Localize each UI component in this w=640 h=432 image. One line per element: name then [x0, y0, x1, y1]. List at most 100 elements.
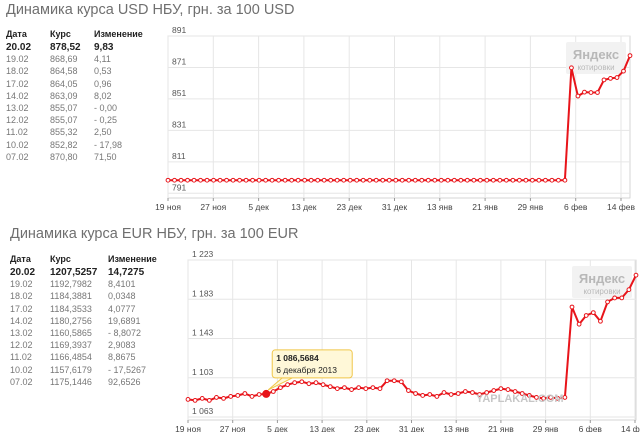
- y-tick-label: 1 223: [192, 249, 214, 259]
- date-cell: 14.02: [10, 315, 33, 326]
- change-cell: - 8,8072: [108, 328, 142, 339]
- data-point: [393, 177, 399, 183]
- data-point: [178, 177, 184, 183]
- x-tick-label: 23 дек: [337, 202, 363, 212]
- data-point: [477, 177, 483, 183]
- data-point: [588, 90, 594, 95]
- data-point: [256, 392, 262, 397]
- rate-column-header: Курс: [50, 28, 71, 39]
- rate-cell: 855,07: [50, 115, 78, 126]
- data-point: [562, 177, 568, 183]
- x-tick-label: 21 янв: [472, 202, 498, 212]
- data-point: [224, 177, 229, 183]
- change-cell: 0,53: [94, 66, 112, 77]
- table-header-row: Дата Курс Изменение: [10, 251, 185, 266]
- rate-cell: 1184,3533: [50, 303, 92, 314]
- yandex-watermark-bg: [566, 42, 626, 74]
- rate-cell: 870,80: [50, 151, 78, 162]
- data-point: [491, 388, 497, 393]
- x-tick-label: 27 ноя: [200, 202, 226, 212]
- x-tick-label: 13 дек: [309, 424, 335, 432]
- data-point: [490, 177, 496, 183]
- data-point: [269, 177, 275, 183]
- usd-line-chart: 791 811 831 851 871 891 19 ноя 27 ноя 5 дек 13 де…: [155, 25, 635, 212]
- x-tick-label: 29 янв: [533, 424, 559, 432]
- change-cell: 2,50: [94, 127, 112, 138]
- table-header-row: Дата Курс Изменение: [6, 26, 156, 41]
- date-cell: 07.02: [10, 376, 33, 387]
- date-cell: 10.02: [10, 364, 33, 375]
- x-tick-label: 5 дек: [267, 424, 288, 432]
- table-row: 11.02 855,32 2,50: [6, 126, 156, 138]
- x-tick-label: 13 дек: [291, 202, 317, 212]
- x-tick-label: 27 ноя: [220, 424, 246, 432]
- yandex-watermark-subtext: котировки: [577, 63, 614, 72]
- usd-table-body: 20.02 878,52 9,83 19.02 868,69 4,11 18.02 864,5…: [6, 41, 156, 163]
- x-tick-label: 19 ноя: [175, 424, 201, 432]
- date-column-header: Дата: [6, 28, 27, 39]
- data-point: [278, 385, 283, 391]
- y-tick-label: 891: [172, 25, 186, 35]
- data-point: [534, 395, 539, 400]
- data-point: [575, 93, 581, 99]
- usd-panel: Динамика курса USD НБУ, грн. за 100 USD …: [0, 2, 640, 214]
- data-point: [448, 392, 454, 397]
- data-point: [445, 177, 451, 183]
- plot-area: [167, 35, 631, 199]
- date-column-header: Дата: [10, 253, 31, 264]
- data-point: [263, 177, 269, 183]
- data-point: [347, 177, 353, 183]
- rate-cell: 1175,1446: [50, 376, 92, 387]
- data-point: [360, 177, 366, 183]
- data-point: [276, 177, 282, 183]
- table-row: 07.02 870,80 71,50: [6, 151, 156, 163]
- change-cell: 92,6526: [108, 376, 141, 387]
- data-point: [406, 177, 412, 183]
- data-point: [464, 177, 470, 183]
- data-point: [185, 396, 191, 402]
- data-point: [295, 177, 301, 183]
- y-tick-label: 871: [172, 56, 186, 66]
- data-point: [526, 393, 532, 398]
- y-tick-label: 1 103: [192, 367, 214, 377]
- data-point: [516, 177, 522, 183]
- date-cell: 14.02: [6, 90, 29, 101]
- table-row: 17.02 864,05 0,96: [6, 78, 156, 90]
- rate-cell: 863,09: [50, 90, 78, 101]
- data-point: [505, 387, 511, 392]
- data-point: [327, 384, 333, 390]
- data-point: [471, 177, 477, 183]
- data-point: [321, 177, 327, 183]
- data-point: [425, 177, 431, 183]
- rate-cell: 868,69: [50, 54, 78, 65]
- date-cell: 17.02: [10, 303, 33, 314]
- y-tick-label: 1 183: [192, 288, 214, 298]
- rate-cell: 852,82: [50, 139, 78, 150]
- change-cell: 4,0777: [108, 303, 136, 314]
- data-point: [569, 65, 574, 71]
- rate-cell: 855,07: [50, 103, 78, 114]
- data-point: [621, 68, 626, 74]
- rate-cell: 1169,3937: [50, 340, 92, 351]
- yandex-watermark-text: Яндекс: [579, 271, 625, 286]
- x-tick-label: 31 дек: [399, 424, 425, 432]
- data-point: [627, 53, 633, 59]
- data-point: [413, 391, 418, 396]
- data-point: [412, 177, 418, 183]
- change-cell: 0,0348: [108, 291, 136, 302]
- usd-panel-title: Динамика курса USD НБУ, грн. за 100 USD: [6, 2, 295, 18]
- y-tick-label: 831: [172, 119, 186, 129]
- change-cell: - 17,98: [94, 139, 123, 150]
- data-point: [432, 177, 438, 183]
- data-point: [541, 396, 546, 401]
- data-point: [391, 378, 397, 384]
- eur-panel-title: Динамика курса EUR НБУ, грн. за 100 EUR: [10, 226, 299, 242]
- data-point: [510, 177, 516, 183]
- change-cell: 9,83: [94, 41, 114, 53]
- eur-rates-table: Дата Курс Изменение 20.02 1207,5257 14,727…: [10, 251, 185, 388]
- data-point: [370, 385, 376, 391]
- data-point: [342, 385, 347, 391]
- data-point: [441, 390, 447, 395]
- data-point: [243, 177, 249, 183]
- data-point: [569, 304, 575, 310]
